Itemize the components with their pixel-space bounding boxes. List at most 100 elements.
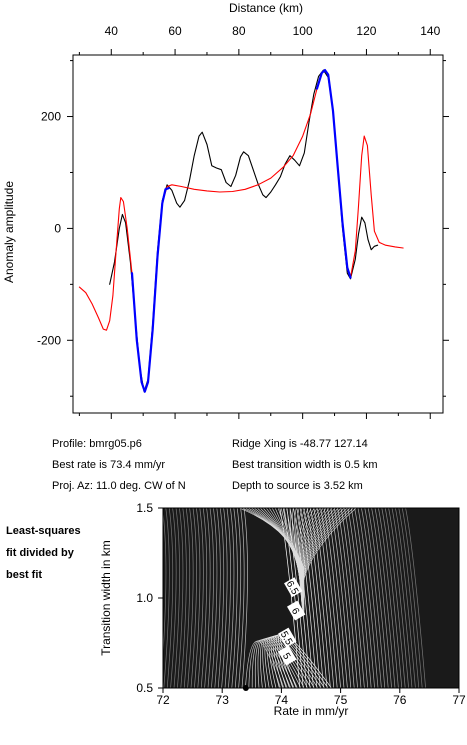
contour-line	[337, 508, 358, 688]
bottom-x-ticks: 72 73 74 75 76 77	[156, 688, 466, 707]
contour-line	[286, 508, 307, 688]
contour-line	[384, 508, 406, 688]
contour-label-bg	[287, 600, 306, 621]
contour-line	[405, 508, 426, 688]
contour-line	[207, 508, 214, 688]
contour-line	[306, 508, 328, 688]
contour-line	[211, 508, 218, 688]
contour-line	[364, 508, 386, 688]
contour-line	[183, 508, 191, 688]
bottom-y-ticks: 0.5 1.0 1.5	[136, 501, 163, 695]
contour-line	[166, 508, 174, 688]
contour-line	[170, 508, 177, 688]
bottom-x-axis-label: Rate in mm/yr	[274, 704, 349, 718]
contour-line	[214, 508, 221, 688]
info-best-rate: Best rate is 73.4 mm/yr	[52, 459, 165, 471]
info-block: Profile: bmrg05.p6 Best rate is 73.4 mm/…	[52, 438, 378, 492]
contour-line	[173, 508, 180, 688]
contour-line	[378, 508, 399, 688]
contour-line	[187, 508, 194, 688]
contour-line	[374, 508, 396, 688]
contour-label-bg	[278, 627, 297, 648]
contour-line	[320, 508, 341, 688]
top-y-tick-label: 0	[54, 221, 61, 235]
contour-line	[123, 508, 129, 688]
contour-line	[231, 508, 238, 688]
top-x-tick-label: 60	[168, 24, 182, 38]
contour-line	[221, 508, 228, 688]
side-note-line-3: best fit	[6, 569, 42, 581]
contour-line	[163, 510, 167, 659]
bottom-y-axis-label: Transition width in km	[99, 540, 113, 656]
contour-line	[180, 508, 187, 688]
contour-line	[340, 508, 362, 688]
top-x-tick-label: 80	[232, 24, 246, 38]
bottom-x-tick-label: 76	[393, 693, 407, 707]
bottom-x-tick-label: 73	[216, 693, 230, 707]
contour-line	[241, 508, 248, 688]
contour-line	[190, 508, 197, 688]
bottom-x-tick-label: 74	[275, 693, 289, 707]
series-line-2	[130, 187, 170, 393]
bottom-x-tick-label: 72	[156, 693, 170, 707]
contour-line	[354, 508, 375, 688]
bottom-x-tick-label: 77	[452, 693, 466, 707]
bottom-y-tick-label: 1.5	[136, 501, 153, 515]
contour-label-bg	[278, 645, 297, 666]
side-note: Least-squares fit divided by best fit	[6, 525, 81, 581]
contour-line	[388, 508, 409, 688]
best-fit-marker	[242, 685, 249, 691]
contour-line	[316, 508, 338, 688]
top-y-tick-label: -200	[37, 333, 61, 347]
contour-line	[126, 508, 132, 688]
contour-line	[330, 508, 352, 688]
side-note-line-1: Least-squares	[6, 525, 81, 537]
contour-line	[204, 508, 211, 688]
contour-line	[401, 508, 423, 688]
contour-line	[350, 508, 372, 688]
contour-line	[310, 508, 331, 688]
contour-label-bg	[284, 577, 303, 598]
contour-label: 6	[287, 600, 306, 621]
contour-line	[238, 508, 245, 688]
contour-line	[200, 508, 208, 688]
contour-labels: 6.565.55	[278, 577, 306, 666]
contour-line	[299, 508, 321, 688]
contour-line	[395, 508, 416, 688]
contour-line	[301, 508, 357, 615]
info-depth: Depth to source is 3.52 km	[232, 480, 363, 492]
contour-line	[197, 508, 204, 688]
info-proj-az: Proj. Az: 11.0 deg. CW of N	[52, 480, 186, 492]
contour-label-text: 6	[289, 606, 302, 617]
contour-line	[361, 508, 382, 688]
misfit-contour-chart: 6.565.55 72 73 74 75 76 77 0.51.01.5 Rate in …	[99, 501, 466, 718]
contour-line	[130, 508, 136, 688]
series-line-0	[109, 69, 379, 393]
contour-line	[357, 508, 379, 688]
top-y-axis-label: Anomaly amplitude	[2, 181, 16, 283]
top-x-axis-label: Distance (km)	[229, 1, 303, 15]
contour-line	[234, 508, 242, 688]
series-line-3	[315, 68, 352, 279]
contour-line	[194, 508, 201, 688]
contour-label: 5	[278, 645, 297, 666]
contour-line	[367, 508, 389, 688]
top-x-tick-label: 140	[420, 24, 440, 38]
bottom-x-tick-label: 75	[334, 693, 348, 707]
top-x-tick-label: 40	[105, 24, 119, 38]
contour-label-text: 5	[280, 651, 293, 662]
contour-line	[347, 508, 369, 688]
contour-line	[163, 508, 170, 688]
info-ridge-xing: Ridge Xing is -48.77 127.14	[232, 438, 368, 450]
anomaly-chart: Distance (km) 40 60 80 100 120 140 -200 0 200 A…	[2, 1, 449, 419]
bottom-y-tick-label: 1.0	[136, 591, 153, 605]
contour-line	[224, 508, 231, 688]
top-x-tick-label: 100	[293, 24, 313, 38]
top-plot-frame	[72, 54, 444, 414]
contour-line	[371, 508, 392, 688]
contour-line	[327, 508, 348, 688]
side-note-line-2: fit divided by	[6, 547, 75, 559]
best-fit-group	[242, 685, 249, 691]
top-y-ticks: -200 0 200	[37, 60, 449, 397]
